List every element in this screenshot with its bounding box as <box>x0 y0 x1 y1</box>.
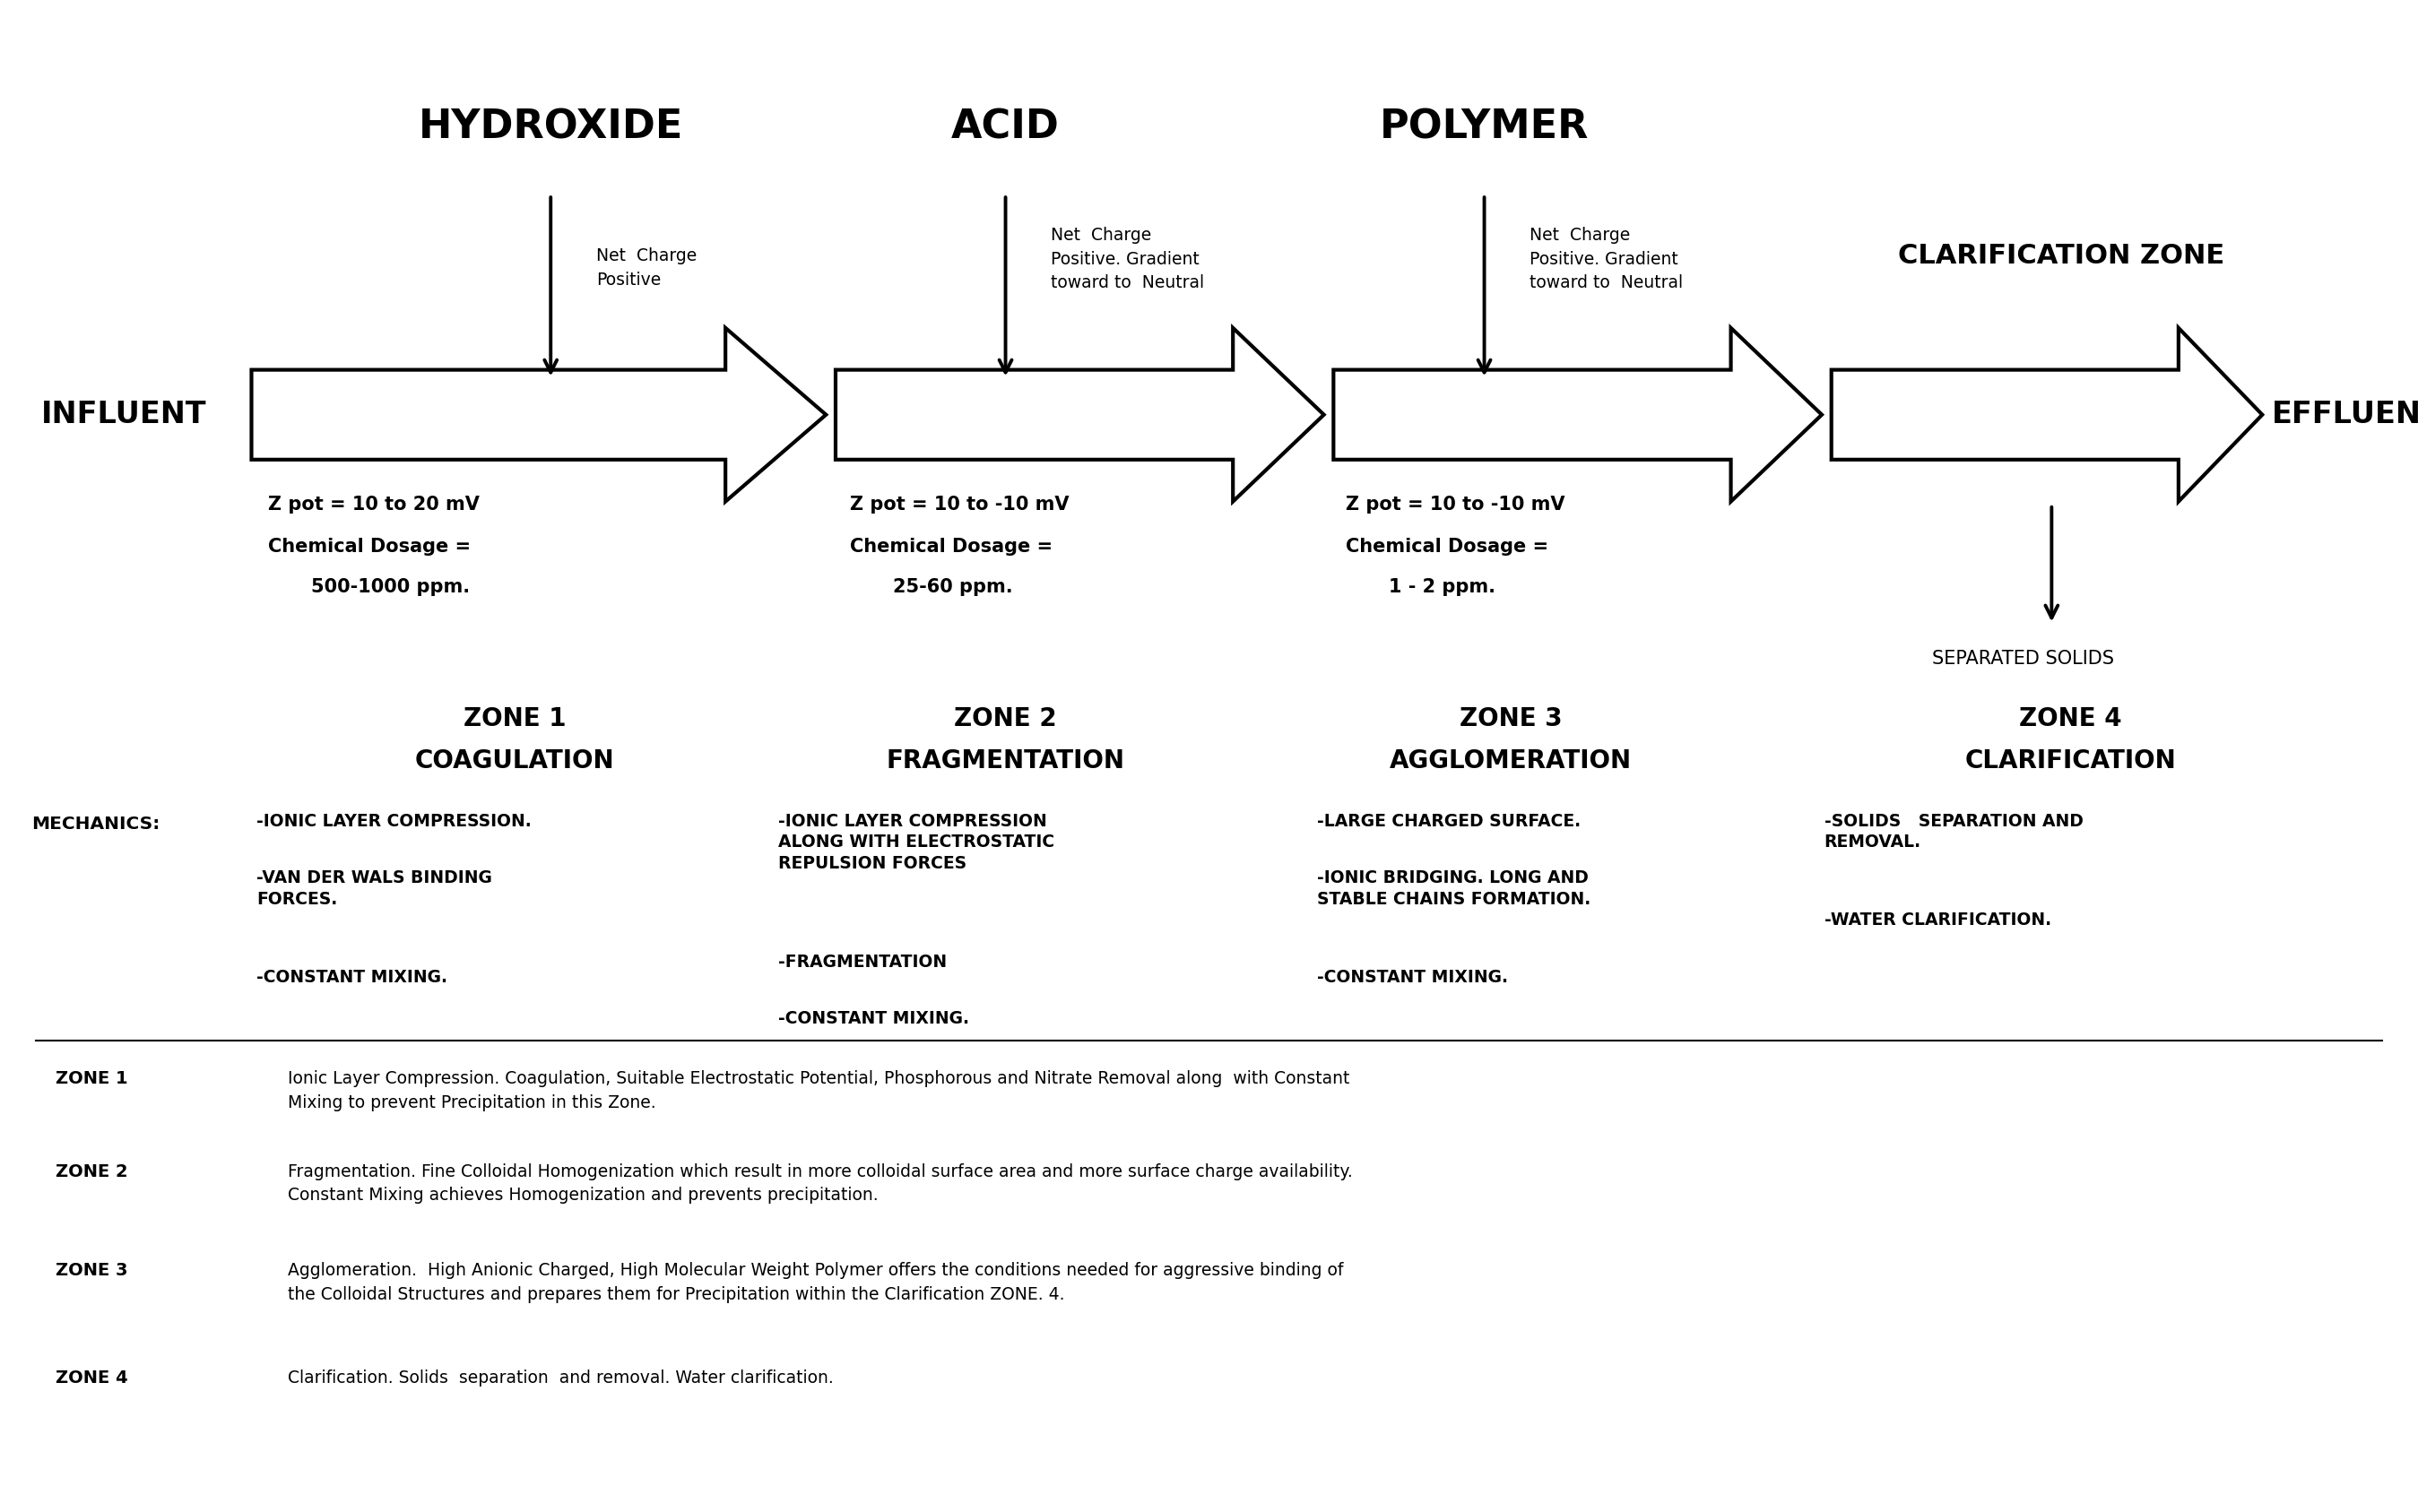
Polygon shape <box>837 328 1325 502</box>
Text: -IONIC LAYER COMPRESSION.: -IONIC LAYER COMPRESSION. <box>256 813 532 830</box>
Text: Chemical Dosage =: Chemical Dosage = <box>849 537 1052 555</box>
Text: SEPARATED SOLIDS: SEPARATED SOLIDS <box>1932 650 2113 668</box>
Text: ZONE 3: ZONE 3 <box>1458 706 1562 732</box>
Text: Z pot = 10 to 20 mV: Z pot = 10 to 20 mV <box>268 496 479 514</box>
Polygon shape <box>1332 328 1821 502</box>
Text: -IONIC BRIDGING. LONG AND
STABLE CHAINS FORMATION.: -IONIC BRIDGING. LONG AND STABLE CHAINS … <box>1318 869 1591 907</box>
Polygon shape <box>1830 328 2263 502</box>
Text: AGGLOMERATION: AGGLOMERATION <box>1390 748 1632 773</box>
Text: HYDROXIDE: HYDROXIDE <box>418 107 684 147</box>
Text: ZONE 4: ZONE 4 <box>56 1370 128 1387</box>
Text: ZONE 1: ZONE 1 <box>464 706 566 732</box>
Text: -CONSTANT MIXING.: -CONSTANT MIXING. <box>1318 969 1509 986</box>
Text: Z pot = 10 to -10 mV: Z pot = 10 to -10 mV <box>1344 496 1564 514</box>
Text: -VAN DER WALS BINDING
FORCES.: -VAN DER WALS BINDING FORCES. <box>256 869 491 907</box>
Text: Net  Charge
Positive: Net Charge Positive <box>597 248 696 289</box>
Text: -IONIC LAYER COMPRESSION
ALONG WITH ELECTROSTATIC
REPULSION FORCES: -IONIC LAYER COMPRESSION ALONG WITH ELEC… <box>779 813 1054 872</box>
Text: -CONSTANT MIXING.: -CONSTANT MIXING. <box>256 969 447 986</box>
Text: ZONE 3: ZONE 3 <box>56 1263 128 1279</box>
Text: POLYMER: POLYMER <box>1381 107 1589 147</box>
Text: -WATER CLARIFICATION.: -WATER CLARIFICATION. <box>1823 912 2050 928</box>
Text: EFFLUENT: EFFLUENT <box>2273 399 2418 429</box>
Text: CLARIFICATION ZONE: CLARIFICATION ZONE <box>1898 243 2225 269</box>
Text: Net  Charge
Positive. Gradient
toward to  Neutral: Net Charge Positive. Gradient toward to … <box>1531 227 1683 292</box>
Text: -SOLIDS   SEPARATION AND
REMOVAL.: -SOLIDS SEPARATION AND REMOVAL. <box>1823 813 2084 851</box>
Text: Chemical Dosage =: Chemical Dosage = <box>268 537 472 555</box>
Text: Agglomeration.  High Anionic Charged, High Molecular Weight Polymer offers the c: Agglomeration. High Anionic Charged, Hig… <box>288 1263 1342 1303</box>
Polygon shape <box>251 328 827 502</box>
Text: -FRAGMENTATION: -FRAGMENTATION <box>779 954 948 971</box>
Text: 25-60 ppm.: 25-60 ppm. <box>892 578 1013 596</box>
Text: ACID: ACID <box>950 107 1059 147</box>
Text: Z pot = 10 to -10 mV: Z pot = 10 to -10 mV <box>849 496 1069 514</box>
Text: CLARIFICATION: CLARIFICATION <box>1966 748 2176 773</box>
Text: 500-1000 ppm.: 500-1000 ppm. <box>312 578 469 596</box>
Text: Ionic Layer Compression. Coagulation, Suitable Electrostatic Potential, Phosphor: Ionic Layer Compression. Coagulation, Su… <box>288 1070 1349 1111</box>
Text: Net  Charge
Positive. Gradient
toward to  Neutral: Net Charge Positive. Gradient toward to … <box>1052 227 1204 292</box>
Text: INFLUENT: INFLUENT <box>41 399 206 429</box>
Text: ZONE 2: ZONE 2 <box>955 706 1057 732</box>
Text: ZONE 2: ZONE 2 <box>56 1163 128 1181</box>
Text: ZONE 4: ZONE 4 <box>2019 706 2123 732</box>
Text: Clarification. Solids  separation  and removal. Water clarification.: Clarification. Solids separation and rem… <box>288 1370 834 1387</box>
Text: ZONE 1: ZONE 1 <box>56 1070 128 1087</box>
Text: 1 - 2 ppm.: 1 - 2 ppm. <box>1388 578 1494 596</box>
Text: MECHANICS:: MECHANICS: <box>31 816 160 833</box>
Text: Fragmentation. Fine Colloidal Homogenization which result in more colloidal surf: Fragmentation. Fine Colloidal Homogeniza… <box>288 1163 1352 1204</box>
Text: COAGULATION: COAGULATION <box>416 748 614 773</box>
Text: -CONSTANT MIXING.: -CONSTANT MIXING. <box>779 1010 970 1028</box>
Text: -LARGE CHARGED SURFACE.: -LARGE CHARGED SURFACE. <box>1318 813 1581 830</box>
Text: Chemical Dosage =: Chemical Dosage = <box>1344 537 1548 555</box>
Text: FRAGMENTATION: FRAGMENTATION <box>887 748 1124 773</box>
